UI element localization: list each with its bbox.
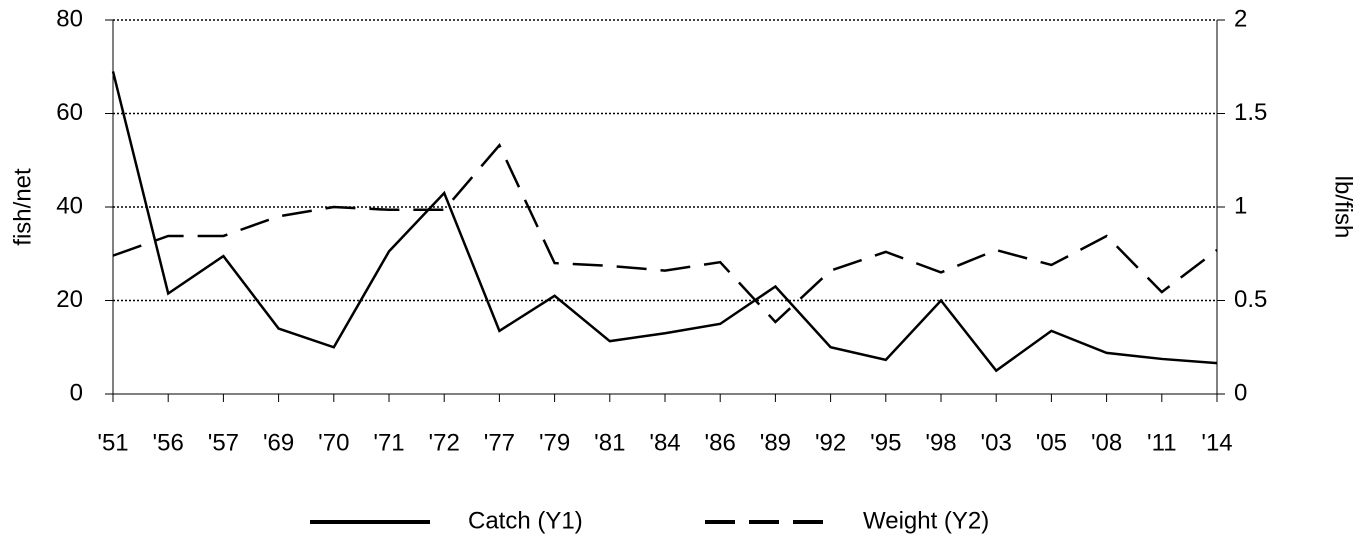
x-tick-label: '89 <box>760 429 791 456</box>
y2-tick-label: 0 <box>1234 379 1247 406</box>
legend-label: Weight (Y2) <box>863 507 989 534</box>
x-tick-label: '86 <box>705 429 736 456</box>
series-line <box>111 71 1218 373</box>
x-tick-label: '14 <box>1201 429 1232 456</box>
x-tick-label: '70 <box>318 429 349 456</box>
y2-tick-label: 1 <box>1234 192 1247 219</box>
legend-label: Catch (Y1) <box>468 507 583 534</box>
y-tick-label: 0 <box>70 379 83 406</box>
x-tick-label: '72 <box>429 429 460 456</box>
x-tick-label: '56 <box>153 429 184 456</box>
x-tick-label: '84 <box>649 429 680 456</box>
x-tick-label: '51 <box>97 429 128 456</box>
y2-axis-label: lb/fish <box>1330 176 1357 239</box>
y-axis-label: fish/net <box>9 168 36 246</box>
y-tick-label: 20 <box>56 286 83 313</box>
x-tick-label: '08 <box>1091 429 1122 456</box>
x-tick-label: '57 <box>208 429 239 456</box>
x-tick-label: '05 <box>1036 429 1067 456</box>
x-tick-label: '81 <box>594 429 625 456</box>
y-tick-label: 60 <box>56 99 83 126</box>
x-tick-label: '77 <box>484 429 515 456</box>
y2-tick-label: 2 <box>1234 5 1247 32</box>
x-tick-label: '92 <box>815 429 846 456</box>
y2-tick-label: 0.5 <box>1234 286 1267 313</box>
x-tick-label: '03 <box>981 429 1012 456</box>
x-tick-label: '95 <box>870 429 901 456</box>
x-tick-label: '69 <box>263 429 294 456</box>
y-tick-label: 40 <box>56 192 83 219</box>
x-tick-label: '71 <box>373 429 404 456</box>
y2-tick-label: 1.5 <box>1234 99 1267 126</box>
x-tick-label: '11 <box>1147 429 1177 456</box>
series-line <box>112 143 1218 324</box>
x-tick-label: '98 <box>925 429 956 456</box>
x-tick-label: '79 <box>539 429 570 456</box>
y-tick-label: 80 <box>56 5 83 32</box>
